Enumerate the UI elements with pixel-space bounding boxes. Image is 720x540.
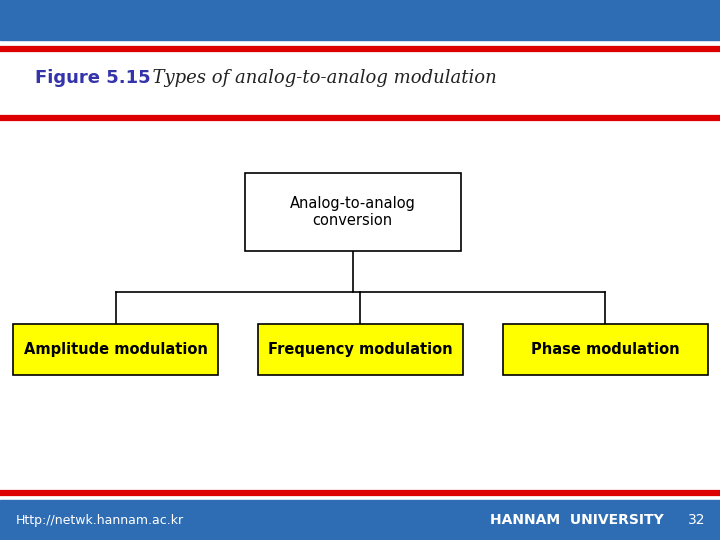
Text: Figure 5.15: Figure 5.15: [35, 69, 150, 87]
Text: Types of analog-to-analog modulation: Types of analog-to-analog modulation: [141, 69, 497, 87]
Text: Analog-to-analog
conversion: Analog-to-analog conversion: [290, 195, 415, 228]
Bar: [0, 0, 720, 40]
Text: Frequency modulation: Frequency modulation: [268, 342, 453, 357]
Text: Phase modulation: Phase modulation: [531, 342, 680, 357]
Bar: [13, 324, 218, 375]
Bar: [245, 173, 461, 251]
Text: HANNAM  UNIVERSITY: HANNAM UNIVERSITY: [490, 513, 663, 527]
Text: Http://netwk.hannam.ac.kr: Http://netwk.hannam.ac.kr: [16, 514, 184, 526]
Bar: [0, 500, 720, 540]
Bar: [258, 324, 463, 375]
Text: Amplitude modulation: Amplitude modulation: [24, 342, 207, 357]
Text: 32: 32: [688, 513, 705, 527]
Bar: [503, 324, 708, 375]
